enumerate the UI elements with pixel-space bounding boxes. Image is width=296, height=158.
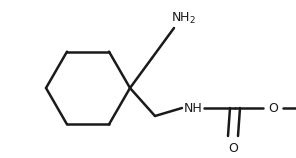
Text: O: O [268,101,278,115]
Text: O: O [228,142,238,155]
Text: NH$_2$: NH$_2$ [170,10,195,26]
Text: NH: NH [184,101,202,115]
